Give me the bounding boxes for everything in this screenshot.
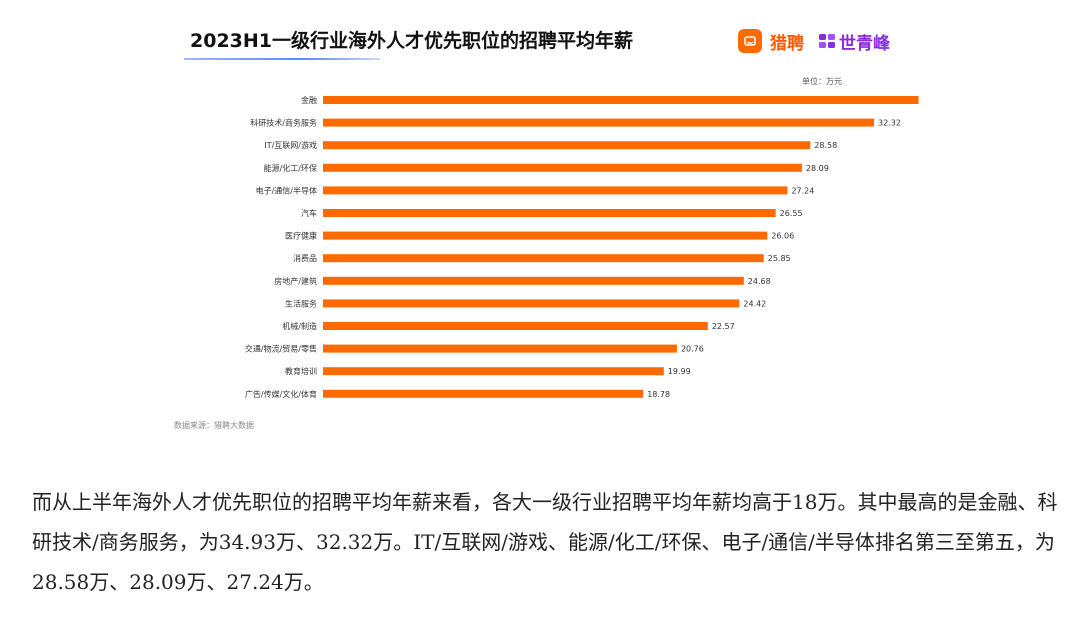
value-label: 26.06 (771, 232, 794, 241)
bar (323, 96, 919, 104)
bar (323, 367, 664, 376)
value-label: 24.68 (748, 277, 771, 286)
bar (323, 163, 802, 172)
value-label: 18.78 (647, 390, 670, 399)
bar-chart: 金融34.93科研技术/商务服务32.32IT/互联网/游戏28.58能源/化工… (245, 95, 919, 399)
bar (323, 344, 677, 353)
category-label: 生活服务 (285, 298, 317, 308)
category-label: 医疗健康 (285, 231, 317, 241)
value-label: 28.09 (806, 164, 829, 173)
brand-logos: 猎聘 世青峰 (738, 26, 890, 56)
bar (323, 389, 644, 398)
value-label: 20.76 (681, 345, 704, 354)
value-label: 19.99 (668, 367, 691, 376)
brand-shijingfeng: 世青峰 (818, 29, 890, 54)
category-label: 电子/通信/半导体 (256, 185, 317, 195)
category-label: 科研技术/商务服务 (250, 118, 317, 128)
bar (323, 118, 875, 127)
category-label: 教育培训 (285, 366, 317, 376)
category-label: 能源/化工/环保 (264, 163, 317, 173)
category-label: IT/互联网/游戏 (264, 140, 317, 150)
shijingfeng-logo-icon (819, 34, 835, 48)
value-label: 26.55 (780, 209, 803, 218)
chart-card: 2023H1一级行业海外人才优先职位的招聘平均年薪 猎聘 世青峰 单位：万元 金… (160, 0, 920, 460)
category-label: 交通/物流/贸易/零售 (245, 344, 317, 354)
category-label: 金融 (301, 95, 317, 105)
category-label: 汽车 (301, 208, 317, 218)
value-label: 22.57 (712, 322, 735, 331)
bar (323, 141, 811, 150)
brand-liepin: 猎聘 (770, 33, 804, 54)
category-label: 广告/传媒/文化/体育 (245, 389, 317, 399)
value-label: 25.85 (768, 254, 791, 263)
liepin-logo-icon (738, 29, 762, 53)
category-label: 消费品 (293, 253, 317, 263)
body-paragraph: 而从上半年海外人才优先职位的招聘平均年薪来看，各大一级行业招聘平均年薪均高于18… (32, 490, 1058, 594)
bar (323, 322, 708, 330)
chart-title: 2023H1一级行业海外人才优先职位的招聘平均年薪 (190, 30, 634, 52)
brand-shijingfeng-label: 世青峰 (839, 33, 890, 54)
bar (323, 276, 744, 285)
bar (323, 231, 768, 240)
title-underline (184, 58, 380, 60)
unit-label: 单位：万元 (802, 77, 842, 86)
bar (323, 254, 764, 263)
bar (323, 186, 788, 195)
bar (323, 209, 776, 217)
category-label: 房地产/建筑 (274, 276, 317, 286)
bar (323, 299, 740, 308)
value-label: 28.58 (814, 141, 837, 150)
value-label: 24.42 (743, 299, 766, 308)
source-note: 数据来源：猎聘大数据 (174, 421, 254, 430)
value-label: 32.32 (878, 119, 901, 128)
category-label: 机械/制造 (282, 321, 317, 331)
value-label: 27.24 (791, 186, 814, 195)
